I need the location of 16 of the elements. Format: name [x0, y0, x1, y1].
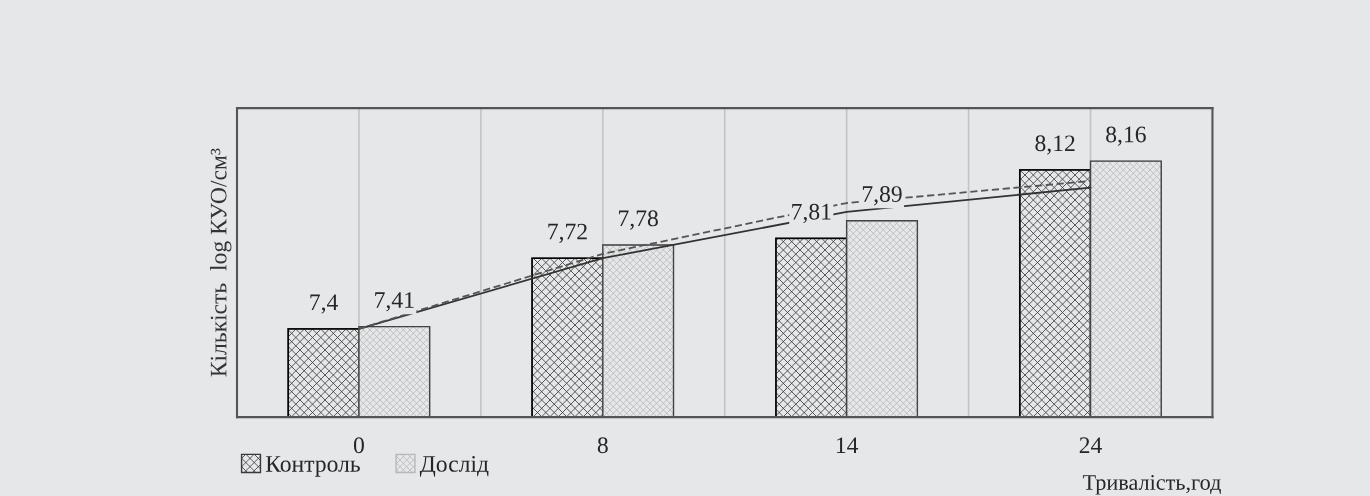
data-label: 7,4: [310, 294, 338, 314]
data-label: 8,16: [1106, 126, 1146, 146]
data-label: 8,12: [1035, 135, 1075, 155]
y-axis-title: Кількість log КУО/см³: [209, 148, 232, 377]
data-label: 7,41: [375, 292, 414, 312]
x-tick-label: 24: [1079, 437, 1102, 453]
data-label: 7,72: [548, 223, 587, 243]
data-label: 7,89: [862, 186, 902, 206]
x-axis-title: Тривалість,год: [1082, 475, 1221, 495]
data-label: 7,81: [792, 203, 831, 224]
data-label: 7,78: [619, 210, 658, 230]
x-tick-label: 8: [597, 437, 608, 454]
x-tick-label: 14: [836, 437, 859, 453]
legend-label: Дослід: [419, 455, 489, 477]
x-tick-label: 0: [353, 437, 364, 454]
legend-label: Контроль: [265, 456, 360, 477]
